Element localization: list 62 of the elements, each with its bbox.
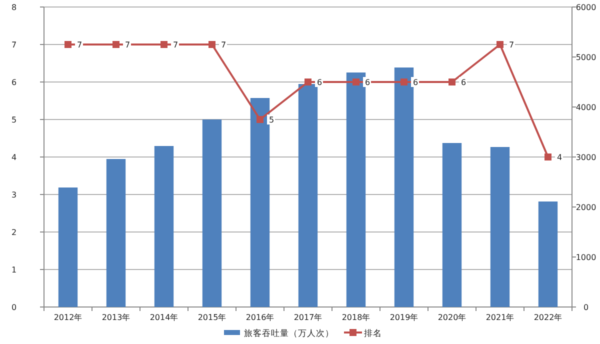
y-tick-label: 4 bbox=[11, 153, 17, 162]
bar bbox=[106, 159, 126, 307]
point bbox=[64, 41, 72, 48]
point bbox=[304, 78, 312, 86]
point bbox=[496, 41, 504, 48]
data-label: 7 bbox=[221, 40, 226, 50]
data-label: 4 bbox=[557, 153, 562, 162]
point bbox=[400, 78, 408, 86]
bar bbox=[250, 98, 270, 307]
y-tick-label: 7 bbox=[11, 40, 17, 50]
y2-tick-label: 0 bbox=[583, 303, 589, 312]
y2-tick-label: 5000 bbox=[576, 53, 596, 62]
y2-tick-label: 2000 bbox=[576, 203, 596, 212]
y2-tick-label: 4000 bbox=[576, 103, 596, 112]
data-label: 7 bbox=[509, 40, 514, 50]
bar bbox=[490, 147, 510, 307]
y-tick-label: 8 bbox=[11, 3, 17, 12]
point bbox=[112, 41, 120, 48]
data-label: 7 bbox=[77, 40, 82, 50]
y-tick-label: 1 bbox=[11, 266, 17, 274]
point bbox=[544, 154, 552, 160]
data-label: 5 bbox=[269, 116, 274, 124]
data-label: 7 bbox=[173, 40, 178, 50]
data-label: 6 bbox=[413, 78, 418, 87]
data-label: 6 bbox=[317, 78, 322, 87]
point bbox=[352, 78, 360, 86]
legend-label: 排名 bbox=[364, 328, 382, 339]
x-tick-label: 2019年 bbox=[390, 313, 418, 322]
x-tick-label: 2013年 bbox=[102, 313, 130, 322]
y-tick-label: 6 bbox=[11, 78, 17, 87]
y-tick-label: 0 bbox=[11, 303, 17, 312]
bar bbox=[154, 146, 174, 307]
data-label: 6 bbox=[461, 78, 466, 87]
y2-tick-label: 1000 bbox=[576, 253, 596, 262]
x-tick-label: 2018年 bbox=[342, 313, 370, 322]
point bbox=[448, 78, 456, 86]
x-tick-label: 2017年 bbox=[294, 313, 322, 322]
x-tick-label: 2021年 bbox=[486, 313, 514, 322]
x-tick-label: 2015年 bbox=[198, 313, 226, 322]
bar bbox=[346, 72, 366, 307]
y2-tick-label: 6000 bbox=[576, 3, 596, 12]
x-tick-label: 2012年 bbox=[54, 313, 82, 322]
point bbox=[208, 41, 216, 48]
point bbox=[256, 116, 264, 123]
bar bbox=[298, 84, 318, 307]
data-label: 7 bbox=[125, 40, 130, 50]
y2-tick-label: 3000 bbox=[576, 153, 596, 162]
bar bbox=[58, 188, 78, 307]
x-tick-label: 2016年 bbox=[246, 313, 274, 322]
x-tick-label: 2014年 bbox=[150, 313, 178, 322]
legend-label: 旅客吞吐量（万人次） bbox=[244, 328, 334, 339]
x-tick-label: 2022年 bbox=[534, 313, 562, 322]
bar bbox=[442, 143, 462, 307]
x-tick-label: 2020年 bbox=[438, 313, 466, 322]
bar bbox=[202, 120, 222, 307]
point bbox=[160, 41, 168, 48]
y-tick-label: 3 bbox=[11, 190, 17, 200]
data-label: 6 bbox=[365, 78, 370, 87]
y-tick-label: 2 bbox=[11, 228, 17, 237]
y-tick-label: 5 bbox=[11, 116, 17, 124]
bar bbox=[538, 202, 558, 307]
bar bbox=[394, 68, 414, 307]
